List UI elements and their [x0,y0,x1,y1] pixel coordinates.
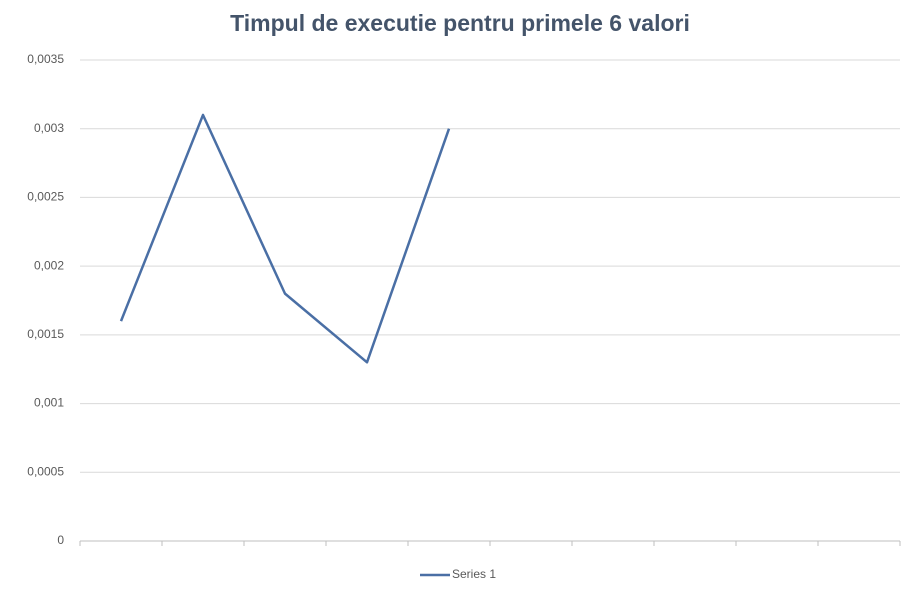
data-line [119,113,451,364]
legend-label: Series 1 [452,567,496,581]
y-tick-label: 0,0035 [27,52,64,66]
y-tick-label: 0,002 [34,258,64,272]
y-tick-label: 0,003 [34,121,64,135]
chart-title: Timpul de executie pentru primele 6 valo… [230,10,690,36]
y-tick-label: 0,0025 [27,190,64,204]
y-tick-label: 0 [57,533,64,547]
y-tick-label: 0,0015 [27,327,64,341]
y-tick-label: 0,001 [34,396,64,410]
y-tick-label: 0,0005 [27,464,64,478]
